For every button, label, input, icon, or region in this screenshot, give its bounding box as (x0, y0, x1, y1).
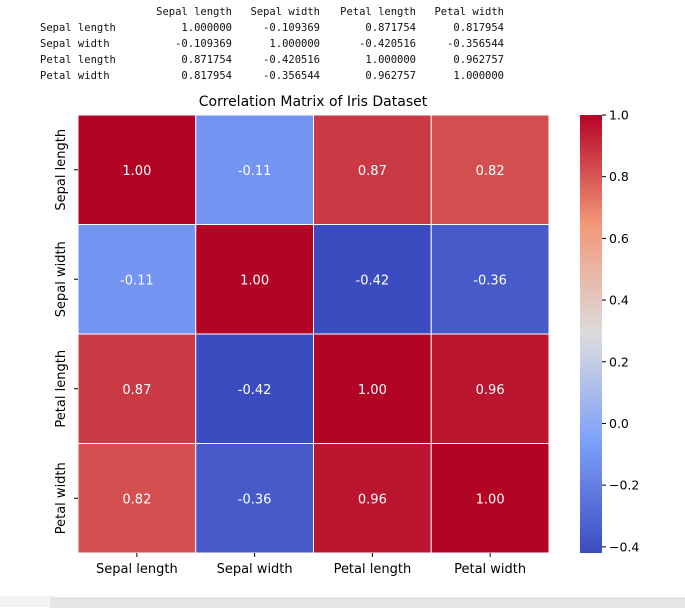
printout-cell: 1.000000 (365, 54, 416, 66)
printout-cell: -0.109369 (175, 38, 232, 50)
y-tick-label: Sepal length (54, 129, 69, 211)
printout-col-header: Petal width (434, 6, 504, 18)
colorbar-tick-label: −0.4 (609, 539, 639, 554)
printout-row-label: Petal length (40, 54, 116, 66)
printout-row-label: Sepal width (40, 38, 110, 50)
y-tick-label: Sepal width (54, 241, 69, 317)
x-tick-label: Petal length (334, 562, 412, 577)
printout-cell: 1.000000 (453, 70, 504, 82)
heatmap-cell (313, 443, 432, 554)
heatmap-cell (77, 114, 197, 225)
heatmap-cell (430, 333, 550, 444)
colorbar: 1.0 0.8 0.6 0.4 0.2 0.0 −0.2 −0.4 (580, 108, 639, 554)
printout-cell: 0.871754 (365, 22, 416, 34)
heatmap-cell (77, 224, 197, 335)
printout-col-header: Sepal length (156, 6, 232, 18)
heatmap-cell (77, 333, 197, 444)
cell-annotation: -0.11 (120, 273, 154, 288)
heatmap-cell (195, 114, 314, 225)
colorbar-tick-label: 0.0 (609, 416, 629, 431)
cell-annotation: 0.96 (358, 492, 387, 507)
x-tick-label: Sepal width (217, 562, 293, 577)
printout-cell: 0.871754 (181, 54, 232, 66)
colorbar-tick-label: 0.6 (609, 231, 629, 246)
colorbar-tick-label: 0.4 (609, 293, 629, 308)
chart-title: Correlation Matrix of Iris Dataset (199, 94, 428, 110)
output-scrollbar[interactable] (50, 598, 685, 608)
heatmap-cell (430, 443, 550, 554)
printout-row: Petal width 0.817954 -0.356544 0.962757 … (40, 68, 504, 84)
cell-annotation: -0.42 (356, 273, 390, 288)
printout-row-label: Sepal length (40, 22, 116, 34)
printout-col-header: Sepal width (250, 6, 320, 18)
y-tick-label: Petal width (54, 462, 69, 534)
x-tick-label: Petal width (454, 562, 526, 577)
heatmap-cell (313, 333, 432, 444)
printout-cell: -0.356544 (263, 70, 320, 82)
printout-row-label: Petal width (40, 70, 110, 82)
cell-annotation: 0.87 (122, 383, 151, 398)
correlation-printout: Sepal length Sepal width Petal length Pe… (40, 4, 504, 84)
cell-annotation: -0.11 (238, 164, 272, 179)
printout-cell: -0.356544 (447, 38, 504, 50)
colorbar-gradient (580, 115, 602, 553)
cell-annotation: 0.96 (476, 383, 505, 398)
printout-cell: 0.962757 (365, 70, 416, 82)
heatmap-cell (195, 443, 314, 554)
cell-annotation: 1.00 (476, 492, 505, 507)
heatmap-cell (195, 333, 314, 444)
printout-cell: 0.817954 (181, 70, 232, 82)
printout-cell: -0.420516 (359, 38, 416, 50)
cell-annotation: -0.36 (238, 492, 272, 507)
cell-annotation: 0.82 (476, 164, 505, 179)
cell-annotation: -0.36 (473, 273, 507, 288)
printout-row: Petal length 0.871754 -0.420516 1.000000… (40, 52, 504, 68)
cell-annotation: 1.00 (122, 164, 151, 179)
printout-row: Sepal length 1.000000 -0.109369 0.871754… (40, 20, 504, 36)
printout-cell: 1.000000 (269, 38, 320, 50)
heatmap-cells: 1.00 -0.11 0.87 0.82 -0.11 1.00 -0.42 -0.36 0.87… (77, 114, 550, 554)
x-tick-label: Sepal length (96, 562, 178, 577)
printout-row: Sepal width -0.109369 1.000000 -0.420516… (40, 36, 504, 52)
heatmap-cell (430, 224, 550, 335)
printout-cell: -0.420516 (263, 54, 320, 66)
printout-col-header: Petal length (340, 6, 416, 18)
colorbar-tick-label: −0.2 (609, 478, 639, 493)
colorbar-tick-label: 0.2 (609, 354, 629, 369)
cell-annotation: 0.87 (358, 164, 387, 179)
heatmap-cell (430, 114, 550, 225)
y-tick-label: Petal length (54, 350, 69, 428)
x-axis: Sepal length Sepal width Petal length Petal… (96, 553, 526, 577)
heatmap-cell (195, 224, 314, 335)
cell-annotation: 1.00 (240, 273, 269, 288)
cell-annotation: 0.82 (122, 492, 151, 507)
printout-cell: 0.817954 (453, 22, 504, 34)
cell-annotation: 1.00 (358, 383, 387, 398)
y-axis: Sepal length Sepal width Petal length Petal… (54, 129, 78, 534)
printout-table: Sepal length Sepal width Petal length Pe… (40, 4, 504, 84)
heatmap-cell (313, 114, 432, 225)
printout-cell: 0.962757 (453, 54, 504, 66)
colorbar-tick-label: 1.0 (609, 108, 629, 123)
cell-annotation: -0.42 (238, 383, 272, 398)
printout-cell: -0.109369 (263, 22, 320, 34)
printout-cell: 1.000000 (181, 22, 232, 34)
colorbar-tick-label: 0.8 (609, 169, 629, 184)
